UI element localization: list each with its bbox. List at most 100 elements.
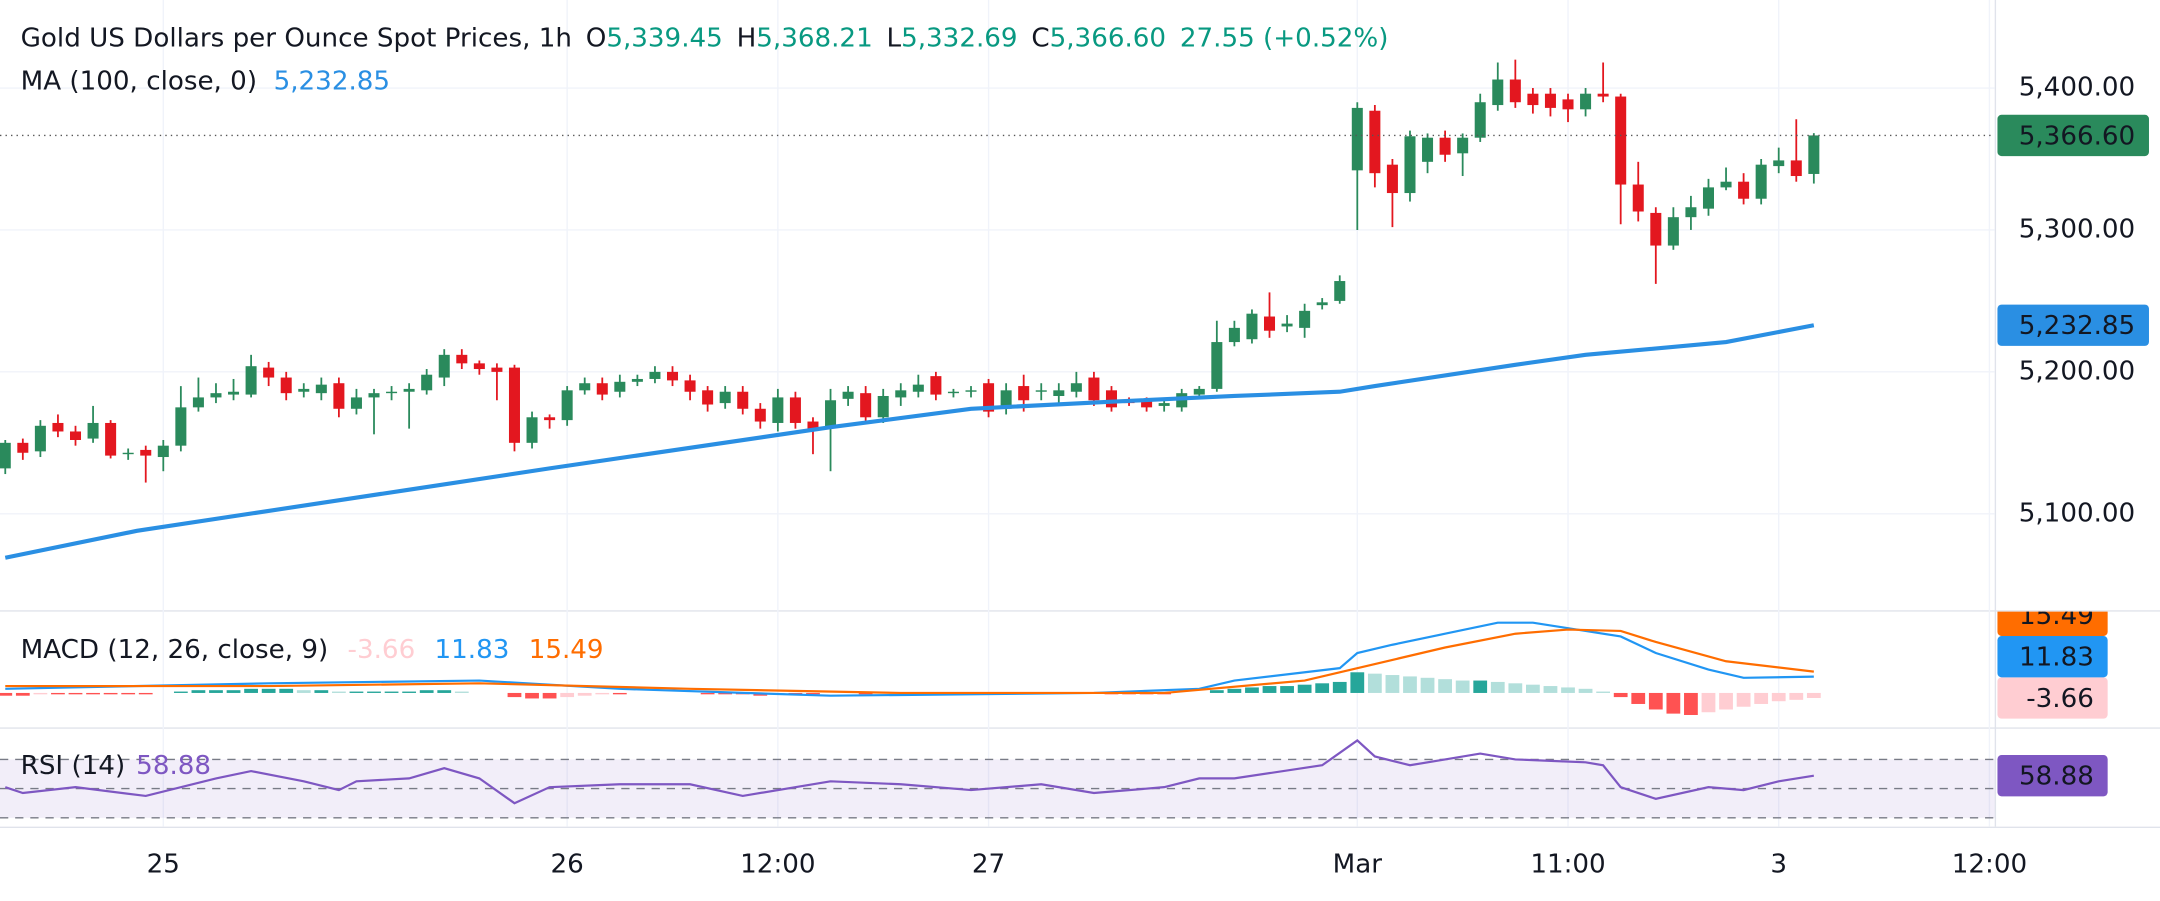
histogram-bar — [1245, 687, 1259, 693]
candle-body — [1035, 390, 1047, 392]
candle-body — [315, 384, 327, 394]
candle-body — [1211, 342, 1223, 389]
y-tick-label: 5,100.00 — [2019, 498, 2135, 528]
candle-body — [1000, 390, 1012, 409]
candle-body — [491, 367, 503, 372]
candle-body — [579, 383, 591, 391]
candle-body — [1773, 160, 1785, 167]
candle-body — [1650, 212, 1662, 246]
ma-value: 5,232.85 — [274, 66, 390, 96]
x-tick-label: 12:00 — [740, 850, 815, 880]
candle-body — [965, 390, 977, 392]
histogram-bar — [1806, 692, 1821, 698]
candle-body — [684, 380, 696, 392]
candle-body — [1053, 390, 1065, 396]
candle-body — [1246, 313, 1258, 340]
ma-line — [4, 323, 1815, 560]
histogram-bar — [806, 692, 820, 695]
candle-body — [1281, 323, 1293, 327]
candle-body — [947, 391, 959, 394]
histogram-bar — [437, 690, 452, 693]
candle-body — [1439, 137, 1451, 155]
histogram-bar — [226, 690, 241, 693]
histogram-badge-bg — [1997, 677, 2108, 719]
candle-body — [368, 393, 380, 398]
histogram-bar — [1508, 683, 1523, 693]
rsi-name: RSI (14) — [21, 750, 126, 780]
candle-body — [105, 422, 117, 456]
histogram-bar — [1315, 683, 1330, 693]
candle-body — [825, 400, 837, 428]
candle-body — [1702, 187, 1714, 209]
candle-body — [1088, 377, 1100, 401]
candle-body — [263, 367, 275, 378]
macd-badge: 11.83 — [2019, 643, 2094, 673]
histogram-bar — [1420, 677, 1435, 693]
histogram-bar — [349, 691, 364, 693]
histogram-bar — [1596, 691, 1611, 693]
ma-label: 5,232.85 — [2019, 311, 2135, 341]
macd-value: 11.83 — [435, 635, 510, 665]
candle-body — [1527, 93, 1539, 106]
candle-body — [350, 397, 362, 409]
candle-body — [1299, 310, 1311, 328]
macd-pane — [0, 621, 1821, 715]
candle-body — [789, 397, 801, 423]
candle-body — [1228, 327, 1240, 343]
ohlc-key: O — [586, 23, 607, 53]
histogram-bar — [577, 692, 592, 696]
histogram-bar — [33, 692, 48, 695]
candle-body — [631, 378, 643, 382]
candle-body — [52, 422, 64, 432]
candle-body — [860, 393, 872, 418]
ma-badge — [1997, 304, 2149, 346]
candle-body — [912, 384, 924, 392]
histogram-bar — [419, 690, 434, 693]
candle-body — [1720, 181, 1732, 188]
histogram-bar — [858, 692, 873, 695]
histogram-bar — [1736, 692, 1751, 707]
rsi-badge: 58.88 — [2019, 762, 2094, 792]
histogram-bar — [700, 692, 715, 695]
candle-body — [737, 391, 749, 409]
histogram-bar — [103, 692, 118, 695]
candle-body — [192, 397, 204, 408]
candle-body — [754, 408, 766, 422]
histogram-bar — [1332, 681, 1347, 693]
candle-body — [1404, 136, 1416, 194]
histogram-bar — [138, 692, 153, 695]
ohlc-value: 5,368.21 — [756, 23, 872, 53]
y-tick-label: 5,300.00 — [2019, 214, 2135, 244]
histogram-bar — [454, 691, 469, 693]
candle-body — [1597, 93, 1609, 97]
histogram-bar — [1490, 681, 1505, 693]
histogram-bar — [1666, 692, 1681, 714]
candle-body — [1755, 164, 1767, 199]
histogram-bar — [1631, 692, 1646, 704]
candle-body — [1105, 390, 1117, 408]
candle-body — [772, 397, 784, 423]
candle-body — [0, 442, 11, 469]
histogram-bar — [384, 691, 399, 693]
histogram-bar — [560, 692, 575, 698]
histogram-bar — [279, 688, 294, 693]
histogram-bar — [1543, 686, 1558, 693]
histogram-bar — [121, 692, 136, 695]
histogram-bar — [1403, 676, 1417, 693]
ohlc-key: C — [1031, 23, 1049, 53]
histogram-bar — [1613, 692, 1628, 698]
candle-body — [1790, 160, 1802, 177]
last-price-label: 5,366.60 — [2019, 121, 2135, 151]
histogram-bar — [1561, 687, 1575, 693]
candle-body — [1158, 403, 1170, 406]
histogram-bar — [1578, 688, 1593, 693]
histogram-bar — [296, 690, 311, 693]
change-value: 27.55 (+0.52%) — [1180, 23, 1389, 53]
candle-body — [403, 388, 415, 392]
candle-body — [1738, 181, 1750, 199]
candle-body — [1018, 386, 1030, 401]
signal-badge: 15.49 — [2019, 601, 2094, 631]
candle-body — [1685, 207, 1697, 218]
histogram-bar — [1350, 672, 1365, 693]
